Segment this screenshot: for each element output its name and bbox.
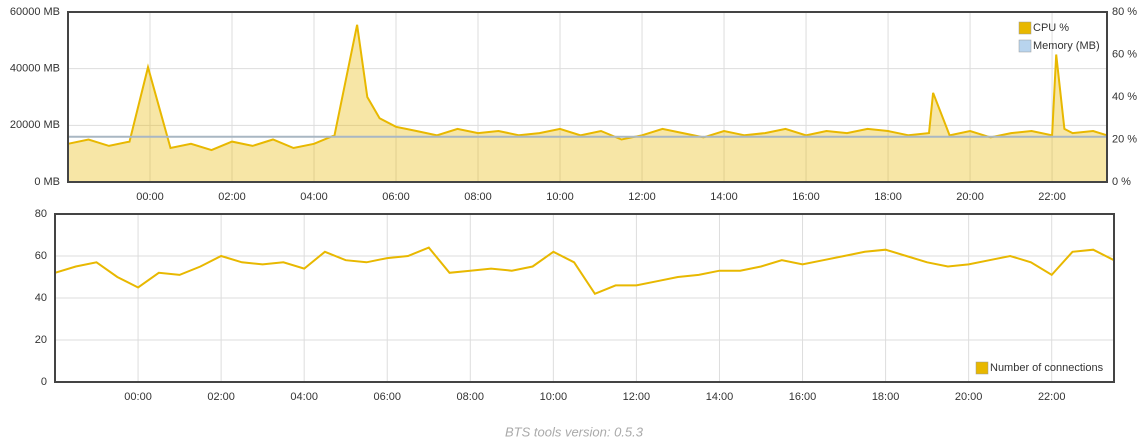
y-tick-label: 40000 MB — [10, 63, 60, 75]
x-tick-label: 00:00 — [136, 191, 164, 203]
x-tick-label: 12:00 — [628, 191, 656, 203]
y-tick-label: 60 — [35, 250, 47, 262]
legend-label: Number of connections — [990, 362, 1104, 374]
y-tick-label: 0 — [41, 376, 47, 388]
x-tick-label: 20:00 — [955, 391, 983, 403]
x-tick-label: 04:00 — [300, 191, 328, 203]
x-tick-label: 18:00 — [874, 191, 902, 203]
x-tick-label: 12:00 — [623, 391, 651, 403]
x-tick-label: 02:00 — [218, 191, 246, 203]
legend-swatch — [1018, 39, 1032, 53]
y-tick-label: 80 — [35, 208, 47, 220]
plot-frame — [67, 11, 1108, 183]
x-tick-label: 22:00 — [1038, 391, 1066, 403]
y2-tick-label: 40 % — [1112, 91, 1137, 103]
y2-tick-label: 60 % — [1112, 48, 1137, 60]
legend-swatch — [975, 361, 989, 375]
x-tick-label: 14:00 — [706, 391, 734, 403]
x-tick-label: 06:00 — [382, 191, 410, 203]
x-tick-label: 16:00 — [789, 391, 817, 403]
y-tick-label: 60000 MB — [10, 6, 60, 18]
x-tick-label: 10:00 — [540, 391, 568, 403]
plot-frame — [54, 213, 1115, 383]
series-line — [54, 246, 1115, 296]
footer: BTS tools version: 0.5.3 — [505, 424, 644, 439]
x-tick-label: 16:00 — [792, 191, 820, 203]
x-tick-label: 04:00 — [290, 391, 318, 403]
x-tick-label: 18:00 — [872, 391, 900, 403]
y2-tick-label: 80 % — [1112, 6, 1137, 18]
y2-tick-label: 20 % — [1112, 133, 1137, 145]
x-tick-label: 14:00 — [710, 191, 738, 203]
y-tick-label: 40 — [35, 292, 47, 304]
x-tick-label: 00:00 — [124, 391, 152, 403]
x-tick-label: 02:00 — [207, 391, 235, 403]
x-tick-label: 10:00 — [546, 191, 574, 203]
x-tick-label: 20:00 — [956, 191, 984, 203]
x-tick-label: 08:00 — [464, 191, 492, 203]
y-tick-label: 0 MB — [34, 176, 60, 188]
legend-label: Memory (MB) — [1033, 40, 1100, 52]
series-area — [68, 24, 1107, 182]
legend-label: CPU % — [1033, 22, 1069, 34]
x-tick-label: 22:00 — [1038, 191, 1066, 203]
y-tick-label: 20000 MB — [10, 119, 60, 131]
x-tick-label: 06:00 — [373, 391, 401, 403]
legend-swatch — [1018, 21, 1032, 35]
y-tick-label: 20 — [35, 334, 47, 346]
x-tick-label: 08:00 — [457, 391, 485, 403]
y2-tick-label: 0 % — [1112, 176, 1131, 188]
series-line — [67, 24, 1108, 152]
